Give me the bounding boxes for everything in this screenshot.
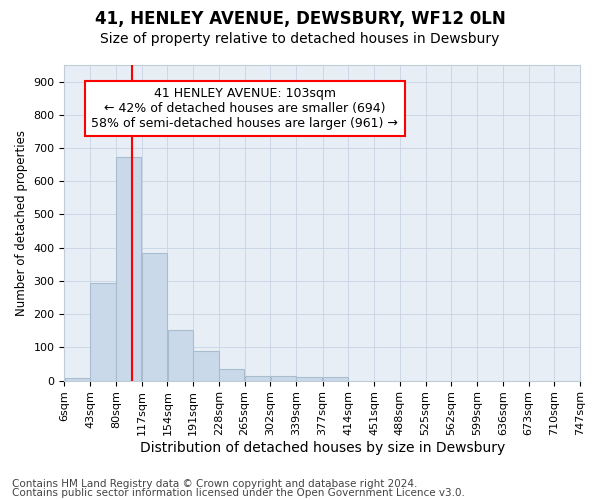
Bar — [271, 376, 296, 380]
Bar — [219, 368, 244, 380]
Y-axis label: Number of detached properties: Number of detached properties — [15, 130, 28, 316]
Text: Contains public sector information licensed under the Open Government Licence v3: Contains public sector information licen… — [12, 488, 465, 498]
Bar — [167, 330, 193, 380]
Bar — [296, 377, 322, 380]
Text: 41, HENLEY AVENUE, DEWSBURY, WF12 0LN: 41, HENLEY AVENUE, DEWSBURY, WF12 0LN — [95, 10, 505, 28]
X-axis label: Distribution of detached houses by size in Dewsbury: Distribution of detached houses by size … — [140, 441, 505, 455]
Bar — [91, 282, 116, 380]
Bar — [193, 350, 218, 380]
Bar — [142, 252, 167, 380]
Bar — [245, 376, 270, 380]
Text: 41 HENLEY AVENUE: 103sqm
← 42% of detached houses are smaller (694)
58% of semi-: 41 HENLEY AVENUE: 103sqm ← 42% of detach… — [91, 87, 398, 130]
Text: Size of property relative to detached houses in Dewsbury: Size of property relative to detached ho… — [100, 32, 500, 46]
Bar — [323, 377, 348, 380]
Bar — [116, 158, 142, 380]
Text: Contains HM Land Registry data © Crown copyright and database right 2024.: Contains HM Land Registry data © Crown c… — [12, 479, 418, 489]
Bar — [65, 378, 90, 380]
